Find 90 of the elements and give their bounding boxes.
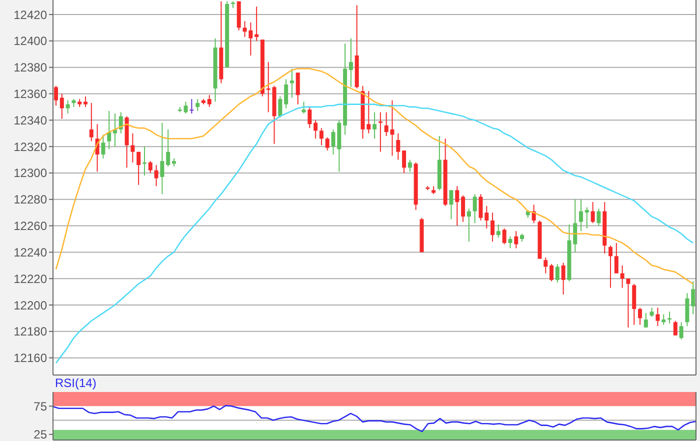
y-tick-label: 12380 [14,60,48,75]
chart-title: RSI(14) [55,376,96,390]
candlestick [550,264,554,282]
candlestick [207,94,212,108]
candlestick [484,205,489,229]
candlestick [184,101,188,114]
candlestick [608,245,613,288]
candlestick [449,190,454,220]
candlestick [461,194,466,222]
candlestick [502,228,506,245]
candlestick [472,194,477,224]
candlestick [662,314,666,326]
candlestick [118,112,123,134]
candlestick [302,101,306,114]
candlestick [584,206,589,229]
candlestick [54,85,58,106]
candlestick [89,102,94,142]
candlestick [514,230,518,249]
candlestick [284,78,288,109]
candlestick [308,106,312,129]
y-tick-label: 12340 [14,113,48,128]
y-tick-label: 12300 [14,166,48,180]
y-tick-label: 12360 [14,87,48,102]
candlestick [60,93,64,120]
candlestick [590,202,595,224]
candlestick [490,212,495,242]
candlestick [638,307,642,326]
candlestick [266,62,270,113]
candlestick [478,194,483,222]
candlestick [561,262,566,295]
candlestick [378,112,382,152]
candlestick [319,128,324,146]
candlestick [190,98,194,114]
y-tick-label: 12220 [14,272,48,286]
candlestick [614,242,618,274]
candlestick [596,208,601,226]
candlestick [656,307,660,327]
line-series [55,68,694,285]
candlestick [160,122,164,195]
candlestick [496,224,500,238]
y-tick-label: 12420 [14,8,48,22]
line-series [52,404,697,432]
candlestick [83,96,88,108]
candlestick [154,164,158,187]
candlestick [650,307,654,318]
candlestick [455,186,460,226]
candlestick [544,256,548,274]
candlestick [620,264,624,288]
y-tick-label: 12240 [14,245,48,260]
candlestick [691,280,696,315]
candlestick [402,150,406,174]
y-tick-label: 25 [34,428,48,441]
candlestick [372,112,377,140]
candlestick [408,159,412,172]
candlestick [644,312,648,328]
candlestick [130,132,135,163]
candlestick [148,160,152,174]
y-tick-label: 75 [34,399,48,414]
candlestick [325,136,330,152]
candlestick [573,198,578,253]
candlestick [136,151,141,186]
candlestick [508,236,512,249]
candlestick [314,120,318,140]
candlestick [555,264,560,284]
y-tick-label: 12180 [14,324,48,339]
candlestick [107,110,112,150]
candlestick [166,128,170,167]
candlestick [685,292,690,327]
candlestick [296,72,300,105]
y-tick-label: 12200 [14,298,48,312]
candlestick [278,96,282,118]
candlestick [632,283,636,326]
candlestick [466,208,471,242]
y-tick-label: 12260 [14,219,48,234]
y-tick-label: 12160 [14,351,48,366]
candlestick [66,100,70,114]
y-tick-label: 12320 [14,140,48,154]
candlestick [290,68,294,98]
y-tick-label: 12280 [14,192,48,207]
candlestick [396,132,400,160]
candlestick [196,98,200,112]
candlestick [348,38,353,88]
candlestick [254,6,259,42]
candlestick [101,134,106,159]
candlestick [579,198,584,232]
candlestick [668,311,672,324]
candlestick [626,278,630,328]
candlestick [673,320,678,336]
y-tick-label: 12400 [14,34,48,48]
candlestick [679,322,684,340]
